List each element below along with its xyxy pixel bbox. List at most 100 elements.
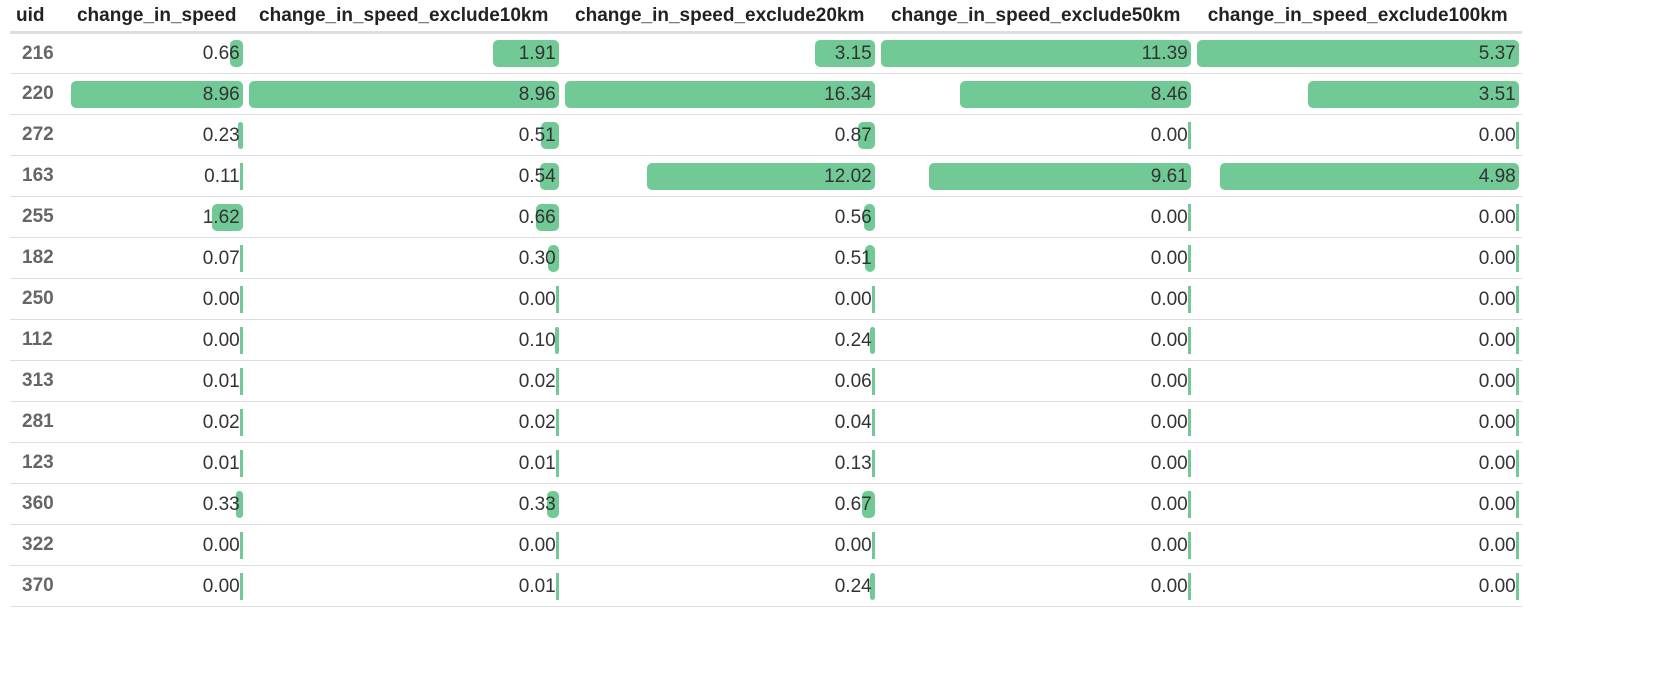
table-cell: 0.07 [68, 238, 246, 279]
value-bar [1187, 285, 1191, 313]
value-bar [239, 285, 243, 313]
cell-value: 0.00 [1478, 329, 1516, 351]
cell-value: 0.24 [834, 329, 872, 351]
table-cell: 0.06 [562, 361, 878, 402]
value-bar [1515, 367, 1519, 395]
cell-value: 0.00 [202, 575, 240, 597]
table-cell: 0.00 [878, 115, 1194, 156]
value-bar [1515, 326, 1519, 354]
value-bar [871, 531, 875, 559]
value-bar [248, 80, 559, 108]
cell-value: 0.13 [834, 452, 872, 474]
value-bar [1187, 121, 1191, 149]
cell-value: 0.00 [518, 534, 556, 556]
cell-value: 0.00 [1150, 411, 1188, 433]
cell-value: 11.39 [1141, 43, 1188, 64]
value-bar [880, 40, 1191, 67]
table-body: 216 0.66 1.91 3.15 11.39 5.37 220 8.96 8.96 16.34… [10, 33, 1522, 607]
value-bar [871, 449, 875, 477]
value-bar [239, 572, 243, 600]
table-cell: 0.54 [246, 156, 562, 197]
value-bar [541, 121, 559, 149]
cell-value: 0.00 [1478, 206, 1516, 228]
table-cell: 0.00 [68, 525, 246, 566]
cell-value: 0.66 [202, 43, 240, 64]
value-bar [555, 408, 559, 436]
table-row: 272 0.23 0.51 0.87 0.00 0.00 [10, 115, 1522, 156]
table-cell: 0.02 [68, 402, 246, 443]
value-bar [238, 121, 243, 149]
row-uid: 123 [22, 452, 54, 473]
table-row: 313 0.01 0.02 0.06 0.00 0.00 [10, 361, 1522, 402]
value-bar [870, 572, 875, 600]
cell-value: 9.61 [1150, 165, 1188, 187]
column-header-uid: uid [16, 4, 45, 26]
value-bar [555, 285, 559, 313]
value-bar [1196, 40, 1519, 67]
table-cell: 0.04 [562, 402, 878, 443]
cell-value: 0.00 [1478, 247, 1516, 269]
data-table: uid change_in_speed change_in_speed_excl… [10, 0, 1522, 607]
table-cell: 0.23 [68, 115, 246, 156]
cell-value: 0.00 [1478, 370, 1516, 392]
value-bar [1187, 490, 1191, 518]
value-bar [239, 367, 243, 395]
cell-value: 0.00 [1150, 493, 1188, 515]
cell-value: 0.01 [202, 370, 240, 392]
value-bar [540, 162, 559, 190]
value-bar [1187, 244, 1191, 272]
cell-value: 0.00 [1478, 411, 1516, 433]
value-bar [1515, 203, 1519, 231]
row-uid: 112 [22, 329, 53, 350]
table-cell: 0.00 [1194, 443, 1522, 484]
value-bar [1515, 408, 1519, 436]
cell-value: 8.96 [518, 83, 556, 105]
table-cell: 0.00 [68, 566, 246, 607]
value-bar [646, 162, 875, 190]
cell-value: 0.00 [1150, 329, 1188, 351]
table-cell: 0.00 [878, 361, 1194, 402]
value-bar [960, 80, 1191, 108]
cell-value: 0.11 [204, 165, 240, 187]
value-bar [239, 408, 243, 436]
value-bar [239, 531, 243, 559]
value-bar [555, 367, 559, 395]
value-bar [70, 80, 243, 108]
cell-value: 0.56 [834, 206, 872, 228]
cell-value: 0.02 [518, 411, 556, 433]
cell-value: 0.00 [1478, 534, 1516, 556]
cell-value: 0.87 [834, 124, 872, 146]
value-bar [864, 203, 875, 231]
cell-value: 1.62 [202, 206, 240, 228]
table-cell: 1.62 [68, 197, 246, 238]
table-cell: 0.01 [68, 361, 246, 402]
row-uid: 250 [22, 288, 54, 309]
cell-value: 0.02 [518, 370, 556, 392]
table-row: 322 0.00 0.00 0.00 0.00 0.00 [10, 525, 1522, 566]
row-uid: 255 [22, 206, 54, 227]
cell-value: 0.00 [202, 288, 240, 310]
value-bar [555, 531, 559, 559]
table-cell: 0.00 [878, 402, 1194, 443]
table-cell: 0.00 [246, 525, 562, 566]
table-cell: 0.00 [878, 484, 1194, 525]
table-cell: 0.00 [562, 279, 878, 320]
table-cell: 0.00 [878, 238, 1194, 279]
value-bar [239, 449, 243, 477]
cell-value: 0.00 [1150, 534, 1188, 556]
table-cell: 0.00 [246, 279, 562, 320]
value-bar [239, 326, 243, 354]
value-bar [929, 162, 1191, 190]
cell-value: 0.00 [202, 329, 240, 351]
table-cell: 8.96 [246, 74, 562, 115]
table-cell: 0.00 [878, 279, 1194, 320]
table-cell: 9.61 [878, 156, 1194, 197]
value-bar [555, 326, 559, 354]
value-bar [230, 40, 243, 67]
table-cell: 0.66 [246, 197, 562, 238]
value-bar [862, 490, 875, 518]
cell-value: 0.00 [1478, 575, 1516, 597]
table-cell: 11.39 [878, 33, 1194, 74]
value-bar [236, 490, 243, 518]
row-uid: 182 [22, 247, 54, 268]
